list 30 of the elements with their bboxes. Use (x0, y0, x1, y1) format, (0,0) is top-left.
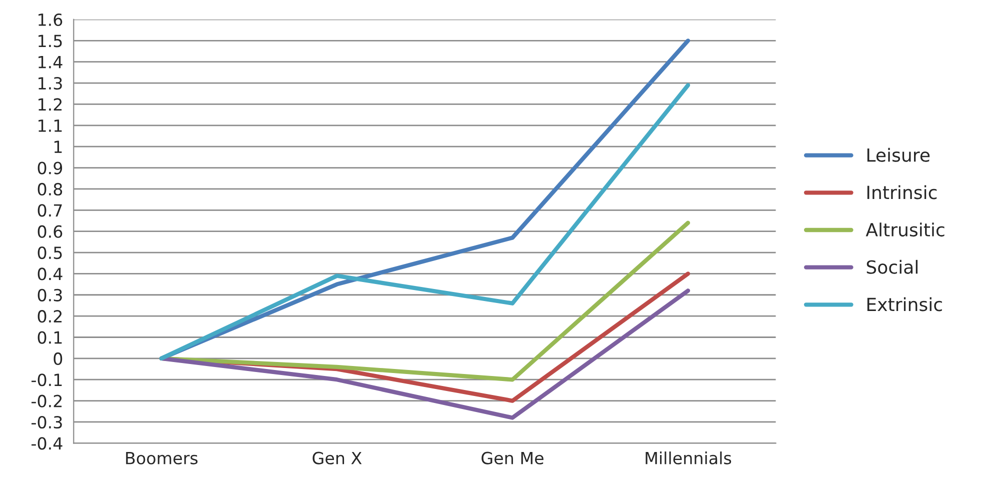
y-tick-label: -0.2 (32, 394, 62, 408)
y-tick-label: 1.3 (38, 76, 62, 90)
y-tick-label: 0.7 (38, 204, 62, 217)
y-tick-label: -0.4 (32, 437, 62, 450)
y-tick-label: 1.5 (38, 34, 62, 48)
y-tick-label: -0.1 (32, 374, 62, 386)
y-tick-label: 0.8 (38, 182, 62, 196)
y-tick-label: 1 (54, 140, 62, 153)
legend-label: Extrinsic (867, 297, 942, 312)
y-tick-label: 0.3 (38, 288, 62, 302)
legend-label: Altrusitic (866, 222, 944, 237)
y-tick-label: 0.9 (38, 162, 62, 174)
y-tick-label: 0.4 (38, 268, 62, 280)
y-tick-label: 0.5 (38, 246, 62, 260)
y-tick-label: 0.6 (38, 225, 62, 238)
x-tick-label: Gen Me (482, 452, 544, 464)
y-tick-label: 0 (54, 352, 62, 365)
legend-label: Social (866, 260, 918, 274)
y-tick-label: 1.1 (38, 120, 62, 132)
y-tick-label: -0.3 (32, 416, 62, 429)
y-tick-label: 0.2 (38, 310, 62, 323)
legend-label: Intrinsic (867, 185, 937, 200)
x-tick-label: Millennials (646, 452, 732, 464)
legend-label: Leisure (867, 148, 930, 162)
y-tick-label: 0.1 (38, 331, 62, 344)
y-tick-label: 1.4 (38, 56, 62, 68)
y-tick-label: 1.6 (38, 13, 62, 26)
x-tick-label: Boomers (126, 452, 198, 464)
x-tick-label: Gen X (312, 452, 362, 464)
y-tick-label: 1.2 (38, 98, 62, 111)
